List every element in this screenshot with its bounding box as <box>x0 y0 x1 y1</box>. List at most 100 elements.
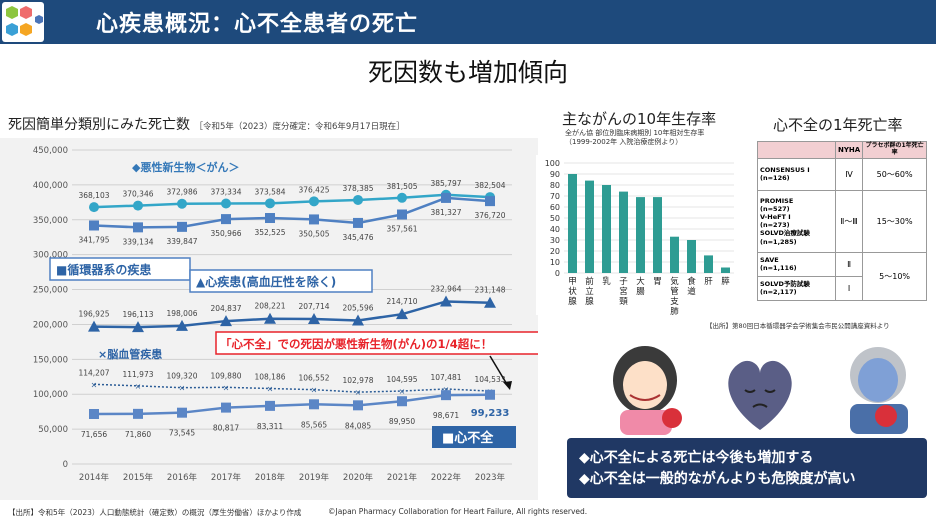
data-point <box>177 198 187 209</box>
y-tick-label: 250,000 <box>33 286 68 296</box>
data-label: 104,533 <box>474 375 505 384</box>
page-title: 心疾患概況：心不全患者の死亡 <box>96 12 419 37</box>
data-label: 89,950 <box>389 417 415 426</box>
y-tick-label: 30 <box>550 236 560 245</box>
table-cell: 50〜60% <box>862 157 927 191</box>
data-point <box>265 400 275 411</box>
x-tick-label: 腸 <box>636 287 645 297</box>
conclusion-box: ◆心不全による死亡は今後も増加する ◆心不全は一般的ながんよりも危険度が高い <box>567 438 927 498</box>
data-point <box>441 192 451 203</box>
y-tick-label: 0 <box>63 460 68 470</box>
table-cell: Ⅱ <box>834 251 864 277</box>
y-tick-label: 50 <box>550 214 560 223</box>
data-point: × <box>91 380 98 389</box>
y-tick-label: 300,000 <box>33 251 68 261</box>
elderly-man-chest-pain-illustration <box>850 347 908 434</box>
bar <box>687 240 696 273</box>
y-tick-label: 10 <box>550 258 560 267</box>
data-point <box>308 313 320 325</box>
data-point <box>397 209 407 220</box>
data-point <box>176 319 188 331</box>
data-label: 205,596 <box>342 304 373 313</box>
data-point: × <box>267 385 274 394</box>
data-point: × <box>311 386 318 395</box>
data-point <box>264 312 276 324</box>
woman-chest-pain-illustration <box>613 346 682 435</box>
conclusion-line: ◆心不全による死亡は今後も増加する <box>579 450 814 466</box>
data-label: 382,504 <box>474 181 505 190</box>
data-label: 84,085 <box>345 421 371 430</box>
table-cell: PROMISE (n=527) V-HeFT Ⅰ (n=273) SOLVD治療… <box>757 189 836 253</box>
series-line <box>93 393 491 416</box>
logo <box>2 2 44 42</box>
y-tick-label: 150,000 <box>33 355 68 365</box>
data-point <box>397 192 407 203</box>
y-tick-label: 60 <box>550 203 560 212</box>
x-tick-label: 肝 <box>704 277 713 287</box>
label-box <box>189 269 373 293</box>
data-point <box>309 196 319 207</box>
y-tick-label: 100 <box>545 159 560 168</box>
data-label: 114,207 <box>78 368 109 377</box>
data-point <box>88 320 100 332</box>
cancer-chart-title: 主ながんの10年生存率 <box>562 110 717 128</box>
main-chart-title: 死因簡単分類別にみた死亡数 ［令和5年（2023）度分確定：令和6年9月17日現… <box>8 117 405 133</box>
series-line <box>93 193 491 209</box>
data-label: 73,545 <box>169 429 195 438</box>
table-header: NYHA <box>834 141 864 159</box>
y-tick-label: 0 <box>555 269 560 278</box>
table-cell: SAVE (n=1,116) <box>757 251 836 277</box>
x-tick-label: 状 <box>568 286 577 297</box>
x-tick-label: 道 <box>687 286 696 297</box>
y-tick-label: 20 <box>550 247 560 256</box>
data-point: × <box>179 384 186 393</box>
data-label: 352,525 <box>254 228 285 237</box>
data-label: 385,797 <box>430 179 461 188</box>
data-label: 376,425 <box>298 185 329 194</box>
table-cell: CONSENSUS Ⅰ (n=126) <box>757 157 836 191</box>
data-point <box>221 402 231 413</box>
data-label: 107,481 <box>430 373 461 382</box>
data-label: 102,978 <box>342 376 373 385</box>
data-point: × <box>223 383 230 392</box>
x-tick-label: 支 <box>670 296 679 307</box>
x-tick-label: 2015年 <box>123 472 154 483</box>
data-point <box>89 202 99 213</box>
y-tick-label: 40 <box>550 225 560 234</box>
x-tick-label: 甲 <box>568 277 577 287</box>
data-label: 204,837 <box>210 304 241 313</box>
data-point <box>485 389 495 400</box>
series-label-cancer: ◆悪性新生物＜がん＞ <box>132 160 239 174</box>
x-tick-label: 頸 <box>619 297 628 307</box>
y-tick-label: 80 <box>550 181 560 190</box>
data-point <box>440 295 452 307</box>
data-label: 350,966 <box>210 229 241 238</box>
label-box <box>49 257 191 281</box>
data-label: 231,148 <box>474 286 505 295</box>
x-tick-label: 腺 <box>585 296 594 307</box>
data-label: 339,847 <box>166 237 197 246</box>
series-line <box>93 196 491 229</box>
data-label: 368,103 <box>78 191 109 200</box>
x-tick-label: 2018年 <box>255 472 286 483</box>
data-label: 357,561 <box>386 225 417 234</box>
data-point: × <box>399 387 406 396</box>
callout-text: 「心不全」での死因が悪性新生物(がん)の1/4超に！ <box>220 337 492 351</box>
bar <box>670 236 679 273</box>
y-tick-label: 70 <box>550 192 560 201</box>
data-label: 83,311 <box>257 422 283 431</box>
data-label: 98,671 <box>433 411 459 420</box>
x-tick-label: 管 <box>670 286 679 297</box>
data-point <box>89 409 99 420</box>
data-point <box>89 220 99 231</box>
data-label: 345,476 <box>342 233 373 242</box>
data-label: 207,714 <box>298 302 329 311</box>
data-point <box>177 221 187 232</box>
page-subtitle: 死因数も増加傾向 <box>367 58 568 87</box>
x-tick-label: 腺 <box>568 296 577 307</box>
x-tick-label: 肺 <box>670 307 679 315</box>
data-label: 373,334 <box>210 187 241 196</box>
data-point <box>132 321 144 333</box>
data-point <box>220 315 232 327</box>
